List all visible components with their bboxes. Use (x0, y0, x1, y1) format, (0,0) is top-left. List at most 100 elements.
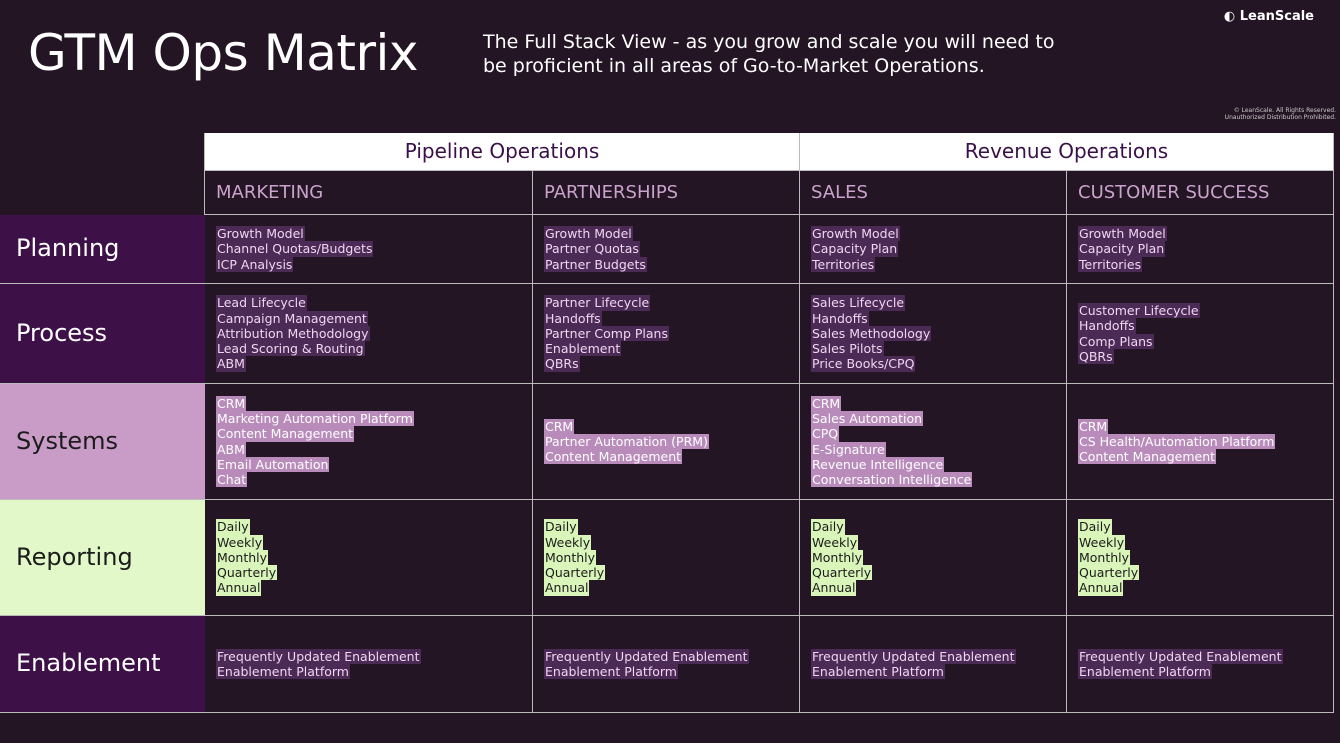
cell-item: Handoffs (544, 310, 602, 326)
cell-item: Handoffs (1078, 318, 1136, 334)
cell-item: Monthly (811, 549, 864, 566)
cell: Customer Lifecycle Handoffs Comp Plans QBRs (1067, 284, 1334, 384)
cell-item: CRM (1078, 418, 1109, 434)
cell: Daily Weekly Monthly Quarterly Annual (533, 500, 800, 616)
cell-item: Weekly (544, 534, 592, 550)
cell-item: Weekly (216, 534, 264, 550)
cell-item: CRM (811, 395, 842, 412)
cell-item: Annual (216, 580, 262, 596)
cell-item: Growth Model (216, 226, 305, 242)
cell-item: Price Books/CPQ (811, 356, 916, 372)
cell-item: Sales Lifecycle (811, 295, 906, 311)
cell: Daily Weekly Monthly Quarterly Annual (1067, 500, 1334, 616)
copyright-line: Unauthorized Distribution Prohibited. (1224, 114, 1336, 121)
row-label: Systems (0, 384, 205, 500)
cell-item: Annual (811, 580, 857, 596)
cell-item: Lead Lifecycle (216, 295, 307, 311)
cell: Growth Model Partner Quotas Partner Budget… (533, 215, 800, 284)
cell-item: ABM (216, 356, 246, 372)
cell-item: E-Signature (811, 441, 886, 457)
cell-item: Monthly (1078, 549, 1131, 566)
cell-item: Growth Model (1078, 226, 1167, 242)
column-header: PARTNERSHIPS (533, 171, 800, 215)
cell-item: Quarterly (1078, 565, 1140, 581)
cell: Frequently Updated Enablement Enablement … (533, 616, 800, 713)
cell-item: Monthly (544, 549, 597, 566)
cell-item: CRM (544, 418, 575, 434)
copyright: © LeanScale. All Rights Reserved. Unautho… (1225, 107, 1336, 121)
corner (0, 133, 205, 171)
cell-item: Frequently Updated Enablement (1078, 648, 1283, 664)
cell-item: Enablement Platform (1078, 664, 1212, 680)
row-label: Enablement (0, 616, 205, 713)
cell-item: Attribution Methodology (216, 325, 370, 342)
cell-item: Partner Quotas (544, 241, 640, 257)
cell-item: Capacity Plan (811, 241, 899, 257)
group-header: Pipeline Operations (205, 133, 800, 171)
cell-item: Enablement Platform (216, 664, 350, 680)
cell-item: Territories (811, 256, 876, 272)
cell-item: Content Management (1078, 449, 1217, 465)
cell-item: Content Management (544, 449, 683, 465)
cell-item: QBRs (1078, 348, 1114, 364)
cell-item: Customer Lifecycle (1078, 303, 1200, 319)
cell-item: Annual (1078, 580, 1124, 596)
cell-item: Territories (1078, 256, 1143, 272)
cell-item: Marketing Automation Platform (216, 411, 414, 427)
cell-item: Quarterly (216, 565, 278, 581)
row-label: Reporting (0, 500, 205, 616)
cell-item: Handoffs (811, 310, 869, 326)
column-header: CUSTOMER SUCCESS (1067, 171, 1334, 215)
cell-item: Enablement Platform (544, 664, 678, 680)
cell-item: Chat (216, 471, 248, 488)
cell-item: QBRs (544, 356, 580, 372)
cell-item: ABM (216, 441, 246, 457)
cell-item: ICP Analysis (216, 256, 294, 272)
cell-item: Partner Lifecycle (544, 295, 651, 311)
cell-item: Annual (544, 580, 590, 596)
column-header: MARKETING (205, 171, 533, 215)
cell-item: Frequently Updated Enablement (544, 648, 749, 664)
subtitle: The Full Stack View - as you grow and sc… (483, 31, 1055, 77)
cell-item: Frequently Updated Enablement (216, 648, 421, 664)
cell-item: CS Health/Automation Platform (1078, 433, 1276, 450)
row-label: Planning (0, 215, 205, 284)
cell-item: Daily (216, 519, 250, 535)
cell-item: Campaign Management (216, 310, 368, 326)
cell-item: Capacity Plan (1078, 241, 1166, 257)
cell-item: Email Automation (216, 456, 330, 472)
cell: Growth Model Capacity Plan Territories (1067, 215, 1334, 284)
cell: Growth Model Capacity Plan Territories (800, 215, 1067, 284)
cell-item: Partner Budgets (544, 256, 647, 272)
cell: Frequently Updated Enablement Enablement … (205, 616, 533, 713)
brand-name: LeanScale (1239, 9, 1314, 24)
cell: CRM Marketing Automation Platform Content … (205, 384, 533, 500)
cell: Frequently Updated Enablement Enablement … (800, 616, 1067, 713)
cell-item: Quarterly (811, 565, 873, 581)
cell-item: Enablement (544, 341, 622, 357)
corner (0, 171, 205, 215)
cell-item: Partner Comp Plans (544, 325, 669, 342)
cell-item: Weekly (811, 534, 859, 550)
cell-item: Channel Quotas/Budgets (216, 241, 374, 257)
cell-item: Growth Model (544, 226, 633, 242)
cell-item: Weekly (1078, 534, 1126, 550)
cell-item: Frequently Updated Enablement (811, 648, 1016, 664)
title: GTM Ops Matrix (28, 24, 419, 82)
cell-item: Sales Methodology (811, 325, 932, 342)
cell-item: Lead Scoring & Routing (216, 341, 365, 357)
cell-item: Comp Plans (1078, 333, 1154, 349)
cell-item: Sales Pilots (811, 341, 884, 357)
cell-item: Sales Automation (811, 411, 924, 427)
cell-item: Conversation Intelligence (811, 471, 973, 488)
cell: CRM Sales Automation CPQ E-Signature Revenue… (800, 384, 1067, 500)
cell-item: Revenue Intelligence (811, 456, 945, 472)
cell: CRM CS Health/Automation Platform Content … (1067, 384, 1334, 500)
group-header: Revenue Operations (800, 133, 1334, 171)
cell: Sales Lifecycle Handoffs Sales Methodology… (800, 284, 1067, 384)
brand: ◐ LeanScale (1223, 9, 1314, 24)
matrix: Pipeline Operations Revenue Operations MAR… (0, 133, 1334, 713)
cell-item: Content Management (216, 426, 355, 442)
cell-item: Daily (811, 519, 845, 535)
